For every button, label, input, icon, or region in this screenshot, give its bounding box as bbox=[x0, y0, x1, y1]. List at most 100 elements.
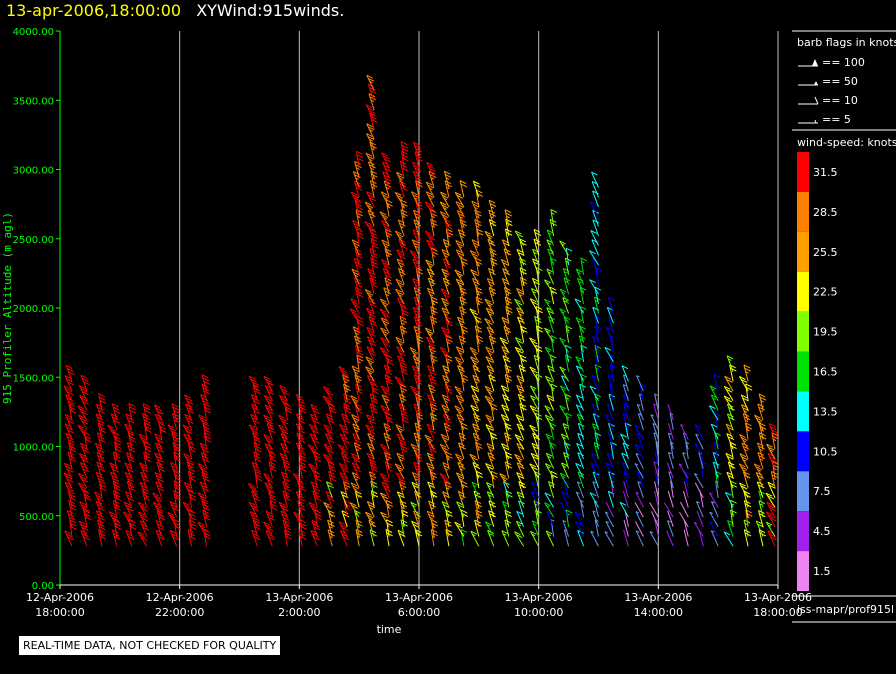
wind-barb bbox=[715, 433, 721, 450]
wind-barb bbox=[476, 297, 483, 314]
wind-barb bbox=[610, 365, 616, 382]
wind-barb bbox=[699, 530, 703, 547]
wind-barb bbox=[550, 258, 556, 275]
x-tick-date: 13-Apr-2006 bbox=[505, 591, 573, 604]
wind-barb bbox=[339, 463, 348, 478]
wind-barb bbox=[694, 473, 703, 488]
wind-barb bbox=[461, 529, 467, 546]
barb-staff bbox=[694, 473, 703, 488]
y-tick-label: 1500.00 bbox=[13, 373, 54, 384]
wind-barb bbox=[371, 491, 378, 508]
barb-staff bbox=[581, 258, 584, 275]
wind-barb bbox=[564, 481, 570, 497]
wind-barb bbox=[444, 171, 451, 187]
chart-datetime: 13-apr-2006,18:00:00 bbox=[6, 1, 181, 20]
wind-barb bbox=[350, 503, 359, 517]
barb-feather bbox=[566, 248, 572, 251]
chart-header: 13-apr-2006,18:00:00 XYWind:915winds. bbox=[6, 1, 344, 20]
x-tick-date: 12-Apr-2006 bbox=[146, 591, 214, 604]
barb-staff bbox=[357, 316, 359, 333]
color-legend-label: 19.5 bbox=[813, 326, 838, 339]
color-legend-label: 31.5 bbox=[813, 166, 838, 179]
y-axis-label: 915 Profiler Altitude (m agl) bbox=[1, 212, 14, 404]
wind-barb bbox=[354, 181, 362, 197]
wind-barb bbox=[578, 530, 584, 546]
wind-barb bbox=[505, 374, 512, 391]
wind-barb bbox=[546, 531, 553, 546]
wind-barb bbox=[283, 520, 291, 536]
wind-barb bbox=[695, 425, 703, 440]
wind-barb bbox=[400, 442, 408, 459]
wind-barb bbox=[530, 338, 539, 352]
wind-barb bbox=[595, 365, 601, 382]
x-tick-time: 10:00:00 bbox=[514, 606, 563, 619]
barb-staff bbox=[637, 376, 644, 392]
wind-barb bbox=[340, 424, 349, 439]
wind-barb bbox=[285, 529, 292, 546]
wind-barb bbox=[725, 492, 733, 507]
barb-legend-label: == 5 bbox=[822, 113, 851, 126]
wind-barb bbox=[431, 413, 438, 430]
barb-staff bbox=[344, 384, 348, 401]
wind-barb bbox=[357, 316, 364, 333]
wind-barb bbox=[427, 424, 436, 440]
color-swatch bbox=[797, 232, 809, 272]
barb-feather bbox=[190, 523, 196, 526]
wind-barb bbox=[744, 501, 751, 518]
x-axis-label: time bbox=[377, 623, 402, 636]
barb-staff bbox=[746, 384, 748, 401]
wind-barb bbox=[470, 309, 479, 323]
barb-feather bbox=[746, 384, 752, 387]
wind-barb bbox=[431, 248, 437, 265]
wind-barb bbox=[590, 280, 599, 295]
barb-feather bbox=[403, 420, 409, 423]
wind-barb bbox=[475, 501, 482, 518]
barb-staff bbox=[370, 530, 374, 547]
wind-barb bbox=[577, 414, 583, 430]
wind-barb bbox=[591, 531, 599, 546]
barb-legend-label: == 10 bbox=[822, 94, 858, 107]
barb-staff bbox=[653, 423, 658, 439]
wind-barb bbox=[637, 376, 644, 392]
barb-staff bbox=[638, 482, 644, 498]
wind-barb bbox=[490, 249, 497, 266]
wind-barb bbox=[580, 287, 586, 304]
wind-barb bbox=[560, 338, 569, 352]
barb-staff bbox=[711, 531, 718, 547]
wind-barb bbox=[202, 501, 210, 517]
wind-barb bbox=[746, 384, 752, 401]
barb-feather bbox=[256, 478, 262, 481]
barb-feather bbox=[731, 500, 737, 503]
barb-legend-pennant bbox=[812, 59, 818, 66]
wind-barb bbox=[97, 520, 105, 536]
wind-barb bbox=[172, 433, 180, 449]
wind-barb bbox=[370, 113, 378, 129]
barb-feather bbox=[566, 510, 572, 513]
wind-barb bbox=[605, 347, 614, 362]
wind-barb bbox=[456, 250, 464, 265]
wind-barb bbox=[401, 210, 408, 227]
wind-barb bbox=[650, 503, 659, 518]
wind-barb bbox=[455, 522, 464, 536]
wind-barb bbox=[575, 299, 584, 314]
wind-barb bbox=[170, 531, 179, 547]
wind-barb bbox=[576, 366, 583, 381]
wind-barb bbox=[426, 337, 435, 352]
barb-legend-label: == 100 bbox=[822, 56, 865, 69]
wind-barb bbox=[551, 336, 557, 353]
color-swatch bbox=[797, 352, 809, 392]
wind-barb bbox=[459, 336, 466, 352]
barb-feather bbox=[373, 391, 379, 394]
wind-barb bbox=[249, 502, 258, 517]
wind-barb bbox=[536, 374, 542, 391]
wind-barb bbox=[595, 316, 601, 333]
wind-barb bbox=[326, 414, 334, 430]
barb-staff bbox=[650, 503, 659, 518]
barb-staff bbox=[651, 511, 658, 527]
wind-barb bbox=[354, 278, 362, 294]
wind-barb bbox=[710, 493, 719, 508]
wind-barb bbox=[188, 530, 195, 547]
wind-barb bbox=[340, 434, 349, 449]
wind-barb bbox=[323, 396, 333, 410]
barb-staff bbox=[490, 433, 493, 450]
